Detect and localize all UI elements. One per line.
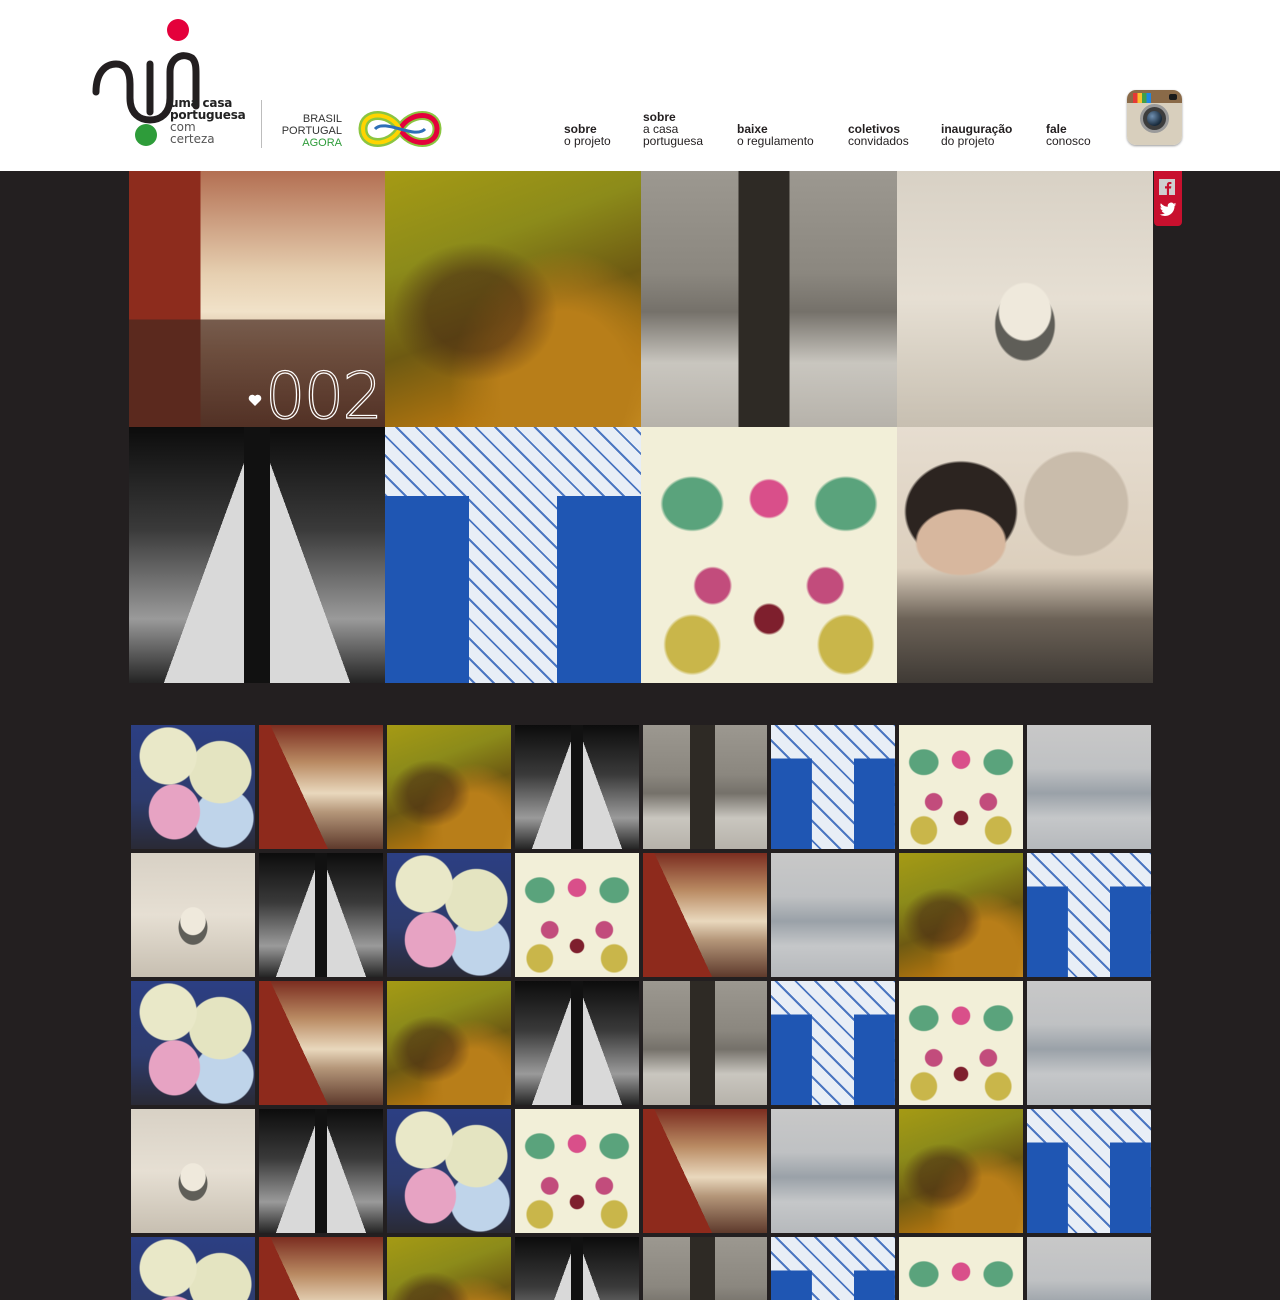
thumbnail[interactable] [899,853,1023,977]
thumbnail[interactable] [131,1237,255,1300]
thumbnail[interactable] [259,725,383,849]
nav-label: portuguesa [643,134,704,148]
featured-tile[interactable] [641,171,897,427]
nav-label-bold: inauguração [941,122,1013,136]
site-logo[interactable] [92,14,262,154]
thumbnail[interactable] [259,1109,383,1233]
thumbnail[interactable] [771,981,895,1105]
thumbnail[interactable] [771,1109,895,1233]
nav-coletivos[interactable]: coletivos convidados [848,123,909,147]
thumbnail[interactable] [387,853,511,977]
nav-sobre-casa[interactable]: sobre a casa portuguesa [643,111,703,147]
site-header: uma casa portuguesa com certeza BRASIL P… [0,0,1280,171]
thumbnail[interactable] [771,725,895,849]
thumbnail[interactable] [259,981,383,1105]
nav-label: a casa [643,122,679,136]
nav-label-bold: sobre [643,110,676,124]
instagram-lens-glass [1147,111,1162,126]
featured-tile[interactable] [897,427,1153,683]
nav-label: o projeto [564,134,611,148]
thumbnail[interactable] [643,1109,767,1233]
nav-label: o regulamento [737,134,814,148]
thumbnail[interactable] [899,1109,1023,1233]
heart-icon [248,394,262,406]
thumbnail[interactable] [387,725,511,849]
thumbnail[interactable] [1027,725,1151,849]
instagram-flash [1169,94,1177,100]
thumbnail[interactable] [387,1237,511,1300]
nav-label-bold: coletivos [848,122,901,136]
thumbnail[interactable] [131,981,255,1105]
nav-label: do projeto [941,134,995,148]
thumbnail[interactable] [771,1237,895,1300]
thumbnail[interactable] [899,725,1023,849]
partner-line: AGORA [302,137,342,149]
thumbnail[interactable] [515,1109,639,1233]
featured-gallery: 002 [129,171,1153,683]
thumbnail-gallery [129,723,1153,1300]
nav-inauguracao[interactable]: inauguração do projeto [941,123,1012,147]
featured-tile[interactable] [385,427,641,683]
thumbnail[interactable] [643,853,767,977]
thumbnail[interactable] [515,853,639,977]
thumbnail[interactable] [899,1237,1023,1300]
thumbnail[interactable] [1027,853,1151,977]
thumbnail[interactable] [643,981,767,1105]
facebook-icon[interactable] [1159,179,1175,195]
thumbnail[interactable] [899,981,1023,1105]
thumbnail[interactable] [1027,981,1151,1105]
featured-tile[interactable] [385,171,641,427]
thumbnail[interactable] [131,1109,255,1233]
thumbnail[interactable] [515,981,639,1105]
thumbnail[interactable] [1027,1237,1151,1300]
nav-regulamento[interactable]: baixe o regulamento [737,123,814,147]
thumbnail[interactable] [387,981,511,1105]
nav-label-bold: sobre [564,122,597,136]
featured-tile[interactable] [129,427,385,683]
logo-line: portuguesa [170,108,246,122]
thumbnail[interactable] [515,725,639,849]
thumbnail[interactable] [515,1237,639,1300]
instagram-stripes [1133,93,1151,103]
nav-sobre-projeto[interactable]: sobre o projeto [564,123,611,147]
logo-divider [261,100,262,148]
thumbnail[interactable] [643,725,767,849]
twitter-icon[interactable] [1159,202,1177,218]
partner-line: PORTUGAL [281,125,342,137]
featured-tile[interactable] [641,427,897,683]
featured-tile[interactable] [897,171,1153,427]
partner-wordmark: BRASIL PORTUGAL AGORA [270,113,342,149]
social-share-tab [1154,171,1182,226]
thumbnail[interactable] [259,1237,383,1300]
logo-wordmark: uma casa portuguesa com certeza [170,97,246,145]
logo-line: uma casa [170,96,233,110]
thumbnail[interactable] [1027,1109,1151,1233]
nav-label-bold: baixe [737,122,768,136]
edition-badge: 002 [264,360,383,427]
thumbnail[interactable] [259,853,383,977]
nav-label: convidados [848,134,909,148]
partner-line: BRASIL [302,113,342,125]
thumbnail[interactable] [131,853,255,977]
thumbnail[interactable] [643,1237,767,1300]
thumbnail[interactable] [131,725,255,849]
logo-line: certeza [170,132,215,146]
thumbnail[interactable] [771,853,895,977]
infinity-logo-icon[interactable] [355,106,445,152]
nav-label-bold: fale [1046,122,1067,136]
featured-tile[interactable]: 002 [129,171,385,427]
thumbnail[interactable] [387,1109,511,1233]
nav-label: conosco [1046,134,1091,148]
nav-fale-conosco[interactable]: fale conosco [1046,123,1091,147]
logo-line: com [170,120,196,134]
instagram-icon[interactable] [1127,90,1182,145]
